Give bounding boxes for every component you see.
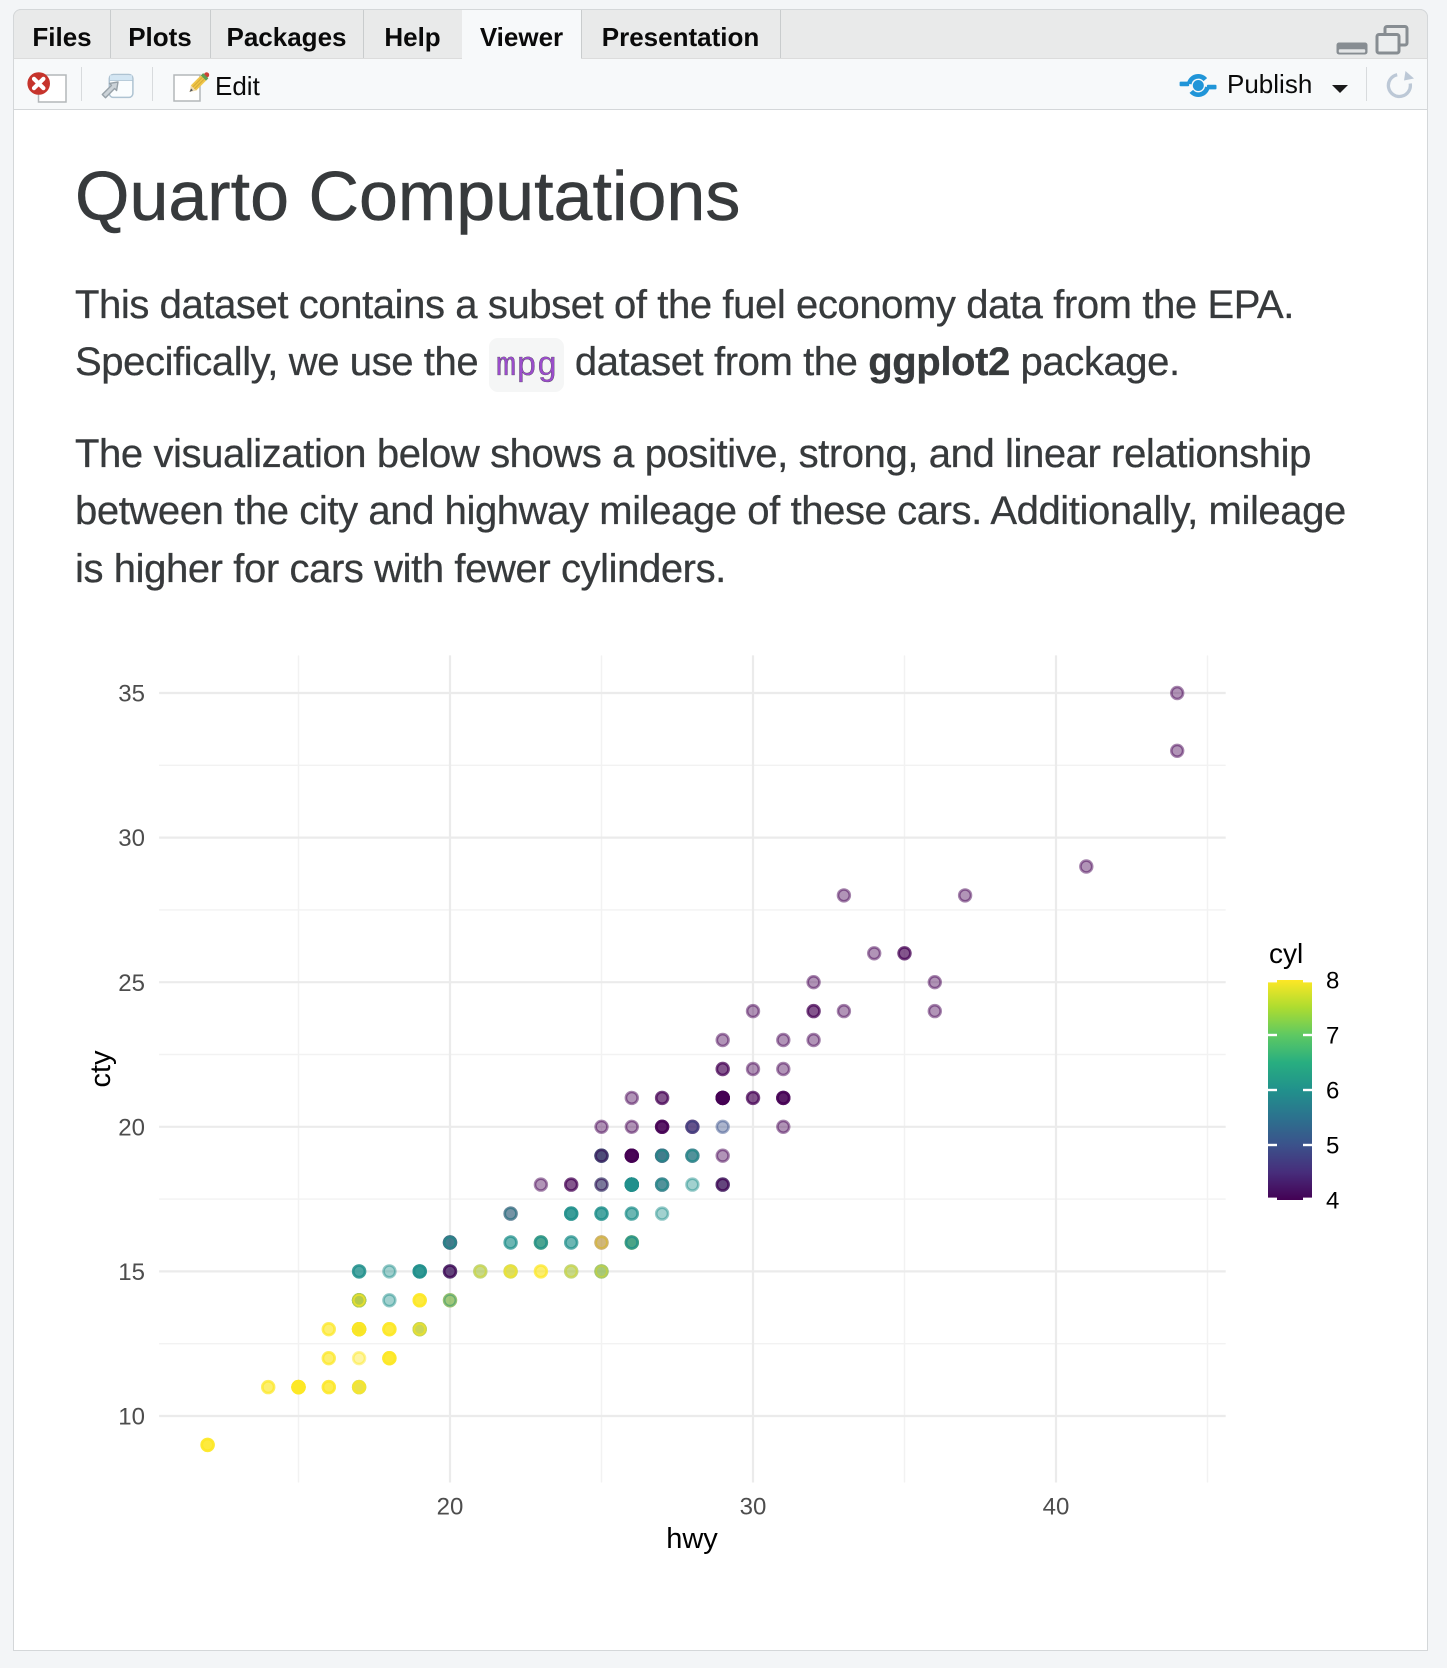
svg-text:7: 7	[1326, 1023, 1339, 1050]
svg-text:15: 15	[118, 1259, 145, 1286]
svg-text:20: 20	[437, 1494, 464, 1521]
svg-text:10: 10	[118, 1404, 145, 1431]
svg-text:5: 5	[1326, 1133, 1339, 1160]
svg-text:35: 35	[118, 681, 145, 708]
svg-text:cyl: cyl	[1269, 938, 1303, 969]
svg-text:cty: cty	[85, 1050, 117, 1088]
svg-text:8: 8	[1326, 968, 1339, 995]
svg-text:4: 4	[1326, 1188, 1339, 1215]
svg-text:25: 25	[118, 970, 145, 997]
svg-text:20: 20	[118, 1114, 145, 1141]
svg-text:6: 6	[1326, 1078, 1339, 1105]
svg-text:hwy: hwy	[666, 1523, 718, 1555]
svg-text:30: 30	[118, 825, 145, 852]
svg-text:40: 40	[1043, 1494, 1070, 1521]
svg-text:30: 30	[740, 1494, 767, 1521]
